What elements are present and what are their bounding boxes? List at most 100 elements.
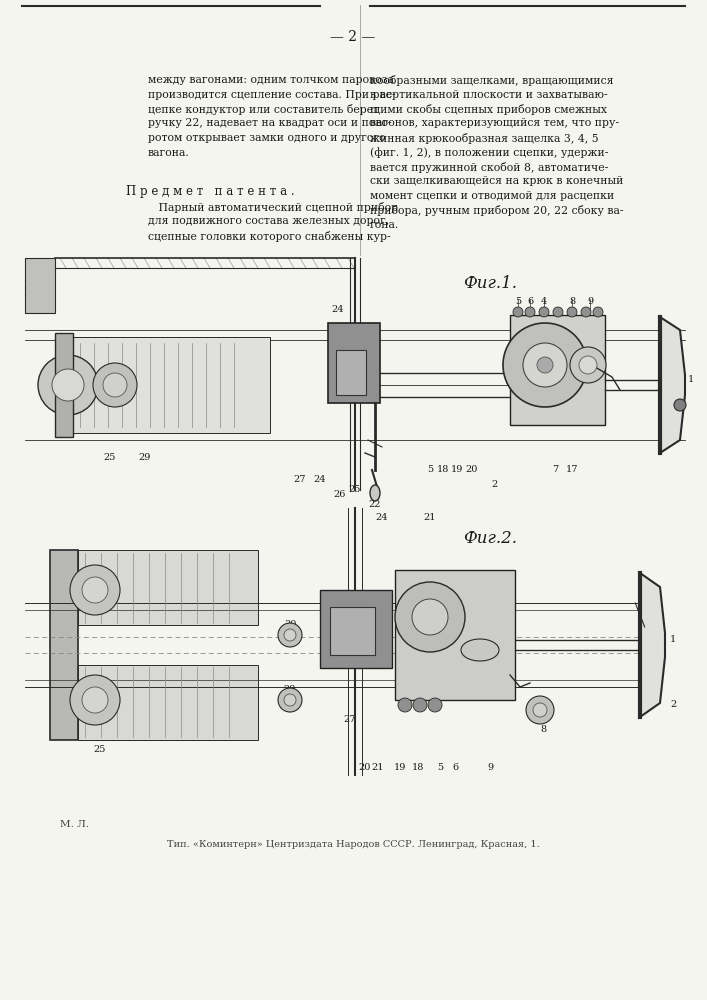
Text: 27: 27 (293, 475, 306, 484)
Bar (50, 550, 78, 740)
Bar (330, 607, 375, 655)
Circle shape (579, 356, 597, 374)
Text: 26: 26 (334, 490, 346, 499)
Circle shape (82, 577, 108, 603)
Circle shape (52, 369, 84, 401)
Ellipse shape (461, 639, 499, 661)
Circle shape (513, 307, 523, 317)
Text: кообразными защелками, вращающимися: кообразными защелками, вращающимися (370, 75, 614, 86)
Text: Фиг.1.: Фиг.1. (463, 275, 517, 292)
Text: Фиг.2.: Фиг.2. (463, 530, 517, 547)
Text: сцепные головки которого снабжены кур-: сцепные головки которого снабжены кур- (148, 231, 391, 242)
Text: 30: 30 (284, 620, 296, 629)
Text: 5: 5 (437, 763, 443, 772)
Bar (320, 590, 392, 668)
Circle shape (278, 623, 302, 647)
Text: 24: 24 (375, 513, 388, 522)
Text: 18: 18 (411, 763, 424, 772)
Circle shape (553, 307, 563, 317)
Text: 21: 21 (423, 513, 436, 522)
Text: вагона.: вагона. (148, 147, 189, 157)
Text: жинная крюкообразная защелка 3, 4, 5: жинная крюкообразная защелка 3, 4, 5 (370, 133, 599, 144)
Text: 1: 1 (670, 636, 677, 645)
Text: производится сцепление состава. При рас-: производится сцепление состава. При рас- (148, 90, 396, 100)
Text: 29: 29 (284, 685, 296, 694)
Text: цепке кондуктор или составитель берет: цепке кондуктор или составитель берет (148, 104, 379, 115)
Text: 7: 7 (552, 465, 558, 474)
Text: 25: 25 (104, 453, 116, 462)
Text: 18: 18 (437, 465, 449, 474)
Text: 25: 25 (349, 485, 361, 494)
Text: 25: 25 (94, 745, 106, 754)
Circle shape (278, 688, 302, 712)
Text: 27: 27 (344, 715, 356, 724)
Text: 22: 22 (369, 500, 381, 509)
Text: Тип. «Коминтерн» Центриздата Народов СССР. Ленинград, Красная, 1.: Тип. «Коминтерн» Центриздата Народов ССС… (167, 840, 539, 849)
Circle shape (581, 307, 591, 317)
Circle shape (539, 307, 549, 317)
Text: 19: 19 (394, 763, 407, 772)
Text: щими скобы сцепных приборов смежных: щими скобы сцепных приборов смежных (370, 104, 607, 115)
Text: 2: 2 (670, 700, 677, 709)
Text: 19: 19 (451, 465, 463, 474)
Text: 9: 9 (487, 763, 493, 772)
Text: 20: 20 (466, 465, 478, 474)
Bar (510, 315, 605, 425)
Circle shape (103, 373, 127, 397)
Bar (25, 258, 55, 313)
Circle shape (533, 703, 547, 717)
Text: 24: 24 (314, 475, 326, 484)
Text: между вагонами: одним толчком паровоза: между вагонами: одним толчком паровоза (148, 75, 394, 85)
Circle shape (523, 343, 567, 387)
Text: в вертикальной плоскости и захватываю-: в вертикальной плоскости и захватываю- (370, 90, 607, 100)
Circle shape (284, 629, 296, 641)
Circle shape (70, 565, 120, 615)
Text: (фиг. 1, 2), в положении сцепки, удержи-: (фиг. 1, 2), в положении сцепки, удержи- (370, 147, 609, 158)
Text: 5: 5 (427, 465, 433, 474)
Text: 6: 6 (527, 297, 533, 306)
Circle shape (70, 675, 120, 725)
Text: момент сцепки и отводимой для расцепки: момент сцепки и отводимой для расцепки (370, 191, 614, 201)
Text: 9: 9 (587, 297, 593, 306)
Bar (78, 550, 258, 625)
Text: П р е д м е т   п а т е н т а .: П р е д м е т п а т е н т а . (126, 185, 294, 198)
Text: ротом открывает замки одного и другого: ротом открывает замки одного и другого (148, 133, 385, 143)
Text: ручку 22, надевает на квадрат оси и пово-: ручку 22, надевает на квадрат оси и пово… (148, 118, 392, 128)
Text: 1: 1 (688, 375, 694, 384)
Circle shape (412, 599, 448, 635)
Circle shape (413, 698, 427, 712)
Circle shape (567, 307, 577, 317)
Circle shape (593, 307, 603, 317)
Circle shape (398, 698, 412, 712)
Bar (336, 350, 366, 395)
Ellipse shape (370, 485, 380, 501)
Bar (328, 323, 380, 403)
Circle shape (38, 355, 98, 415)
Text: 20: 20 (449, 590, 461, 599)
Circle shape (284, 694, 296, 706)
Text: прибора, ручным прибором 20, 22 сбоку ва-: прибора, ручным прибором 20, 22 сбоку ва… (370, 206, 624, 217)
Text: 24: 24 (332, 305, 344, 314)
Circle shape (537, 357, 553, 373)
Polygon shape (640, 573, 665, 717)
Polygon shape (660, 317, 685, 453)
Text: гона.: гона. (370, 220, 399, 230)
Circle shape (428, 698, 442, 712)
Text: вагонов, характеризующийся тем, что пру-: вагонов, характеризующийся тем, что пру- (370, 118, 619, 128)
Text: 5: 5 (515, 297, 521, 306)
Text: 2: 2 (492, 480, 498, 489)
Circle shape (395, 582, 465, 652)
Text: 21: 21 (372, 763, 384, 772)
Text: 8: 8 (540, 725, 546, 734)
Text: ски защелкивающейся на крюк в конечный: ски защелкивающейся на крюк в конечный (370, 176, 624, 186)
Text: вается пружинной скобой 8, автоматиче-: вается пружинной скобой 8, автоматиче- (370, 162, 608, 173)
Circle shape (525, 307, 535, 317)
Text: М. Л.: М. Л. (60, 820, 89, 829)
Text: 20: 20 (359, 763, 371, 772)
Text: — 2 —: — 2 — (330, 30, 375, 44)
Text: 8: 8 (569, 297, 575, 306)
Circle shape (82, 687, 108, 713)
Text: 17: 17 (566, 465, 578, 474)
Circle shape (526, 696, 554, 724)
Bar (55, 337, 270, 433)
